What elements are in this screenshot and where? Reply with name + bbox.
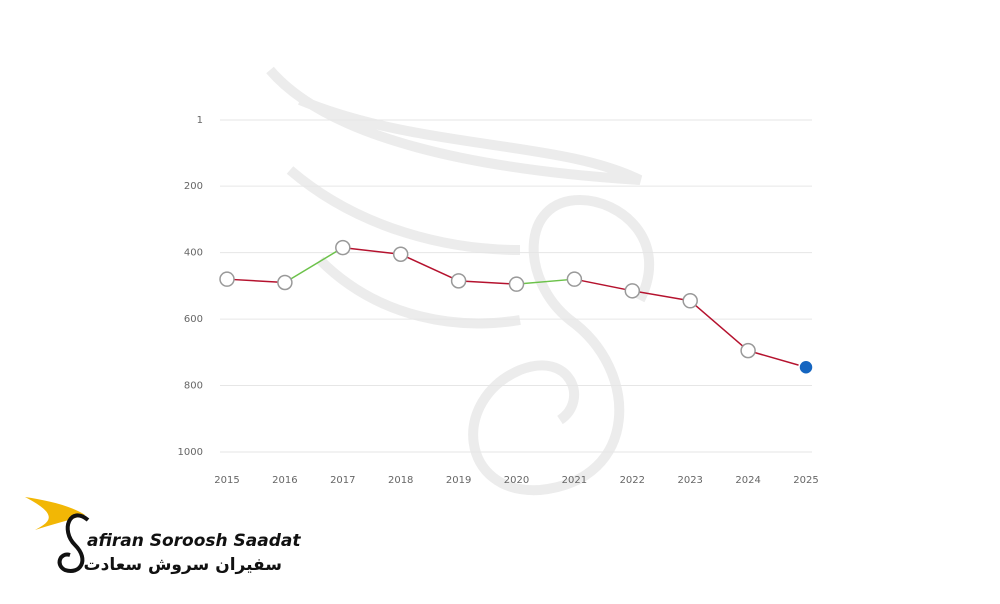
line-segment	[689, 300, 749, 352]
point	[798, 359, 814, 376]
point	[219, 271, 235, 287]
watermark	[266, 66, 655, 496]
x-tick-label: 2016	[272, 475, 297, 486]
x-tick-label: 2017	[330, 475, 355, 486]
y-tick-label: 1000	[178, 447, 203, 458]
point	[392, 246, 409, 263]
point	[335, 239, 351, 256]
x-tick-label: 2023	[677, 475, 702, 486]
x-tick-label: 2021	[562, 475, 587, 486]
point	[740, 342, 756, 359]
line-segment	[516, 278, 575, 285]
point	[566, 271, 583, 287]
line-segment	[632, 290, 691, 302]
logo: afiran Soroosh Saadat سفیران سروش سعادت	[25, 497, 301, 575]
logo-persian: سفیران سروش سعادت	[84, 555, 282, 575]
logo-swan	[57, 513, 90, 573]
x-tick-label: 2025	[793, 475, 818, 486]
y-tick-label: 1	[197, 115, 203, 126]
logo-latin: afiran Soroosh Saadat	[87, 531, 301, 551]
x-tick-label: 2015	[214, 475, 239, 486]
x-tick-label: 2018	[388, 475, 413, 486]
x-tick-label: 2022	[620, 475, 645, 486]
line-segment	[458, 280, 517, 285]
point	[624, 283, 641, 299]
x-tick-label: 2019	[446, 475, 471, 486]
y-tick-label: 200	[184, 181, 203, 192]
x-tick-label: 2020	[504, 475, 529, 486]
y-tick-label: 600	[184, 314, 203, 325]
line-segment	[226, 278, 285, 284]
line-segment	[284, 246, 344, 284]
x-tick-label: 2024	[735, 475, 760, 486]
point	[277, 274, 293, 291]
line-segment	[342, 246, 401, 256]
point	[450, 273, 467, 289]
point	[508, 276, 525, 292]
y-tick-label: 400	[184, 248, 203, 259]
line-segment	[574, 278, 633, 292]
line-segment	[400, 253, 459, 282]
logo-wing	[25, 497, 85, 530]
y-tick-label: 800	[184, 381, 203, 392]
point	[682, 293, 698, 309]
line-segment	[747, 349, 807, 368]
